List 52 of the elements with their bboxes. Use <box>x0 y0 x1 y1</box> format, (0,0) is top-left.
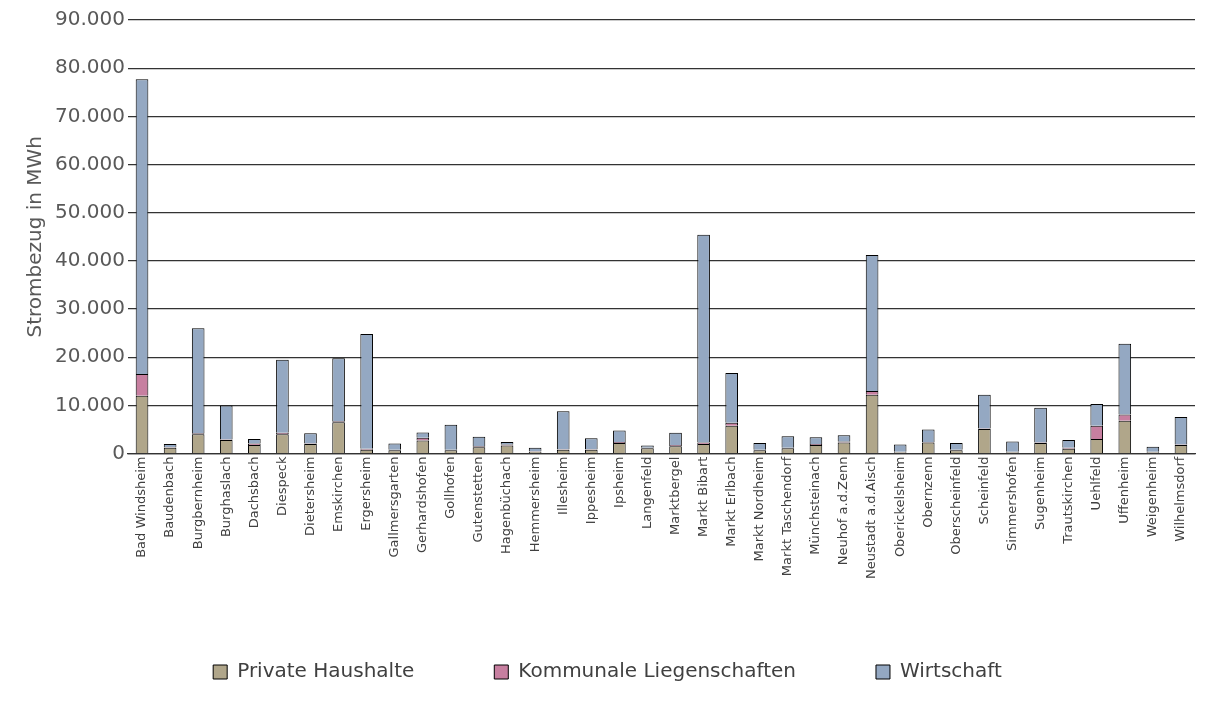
x-tick-label: Dachsbach <box>245 456 261 529</box>
x-tick-label: Marktbergel <box>666 456 682 535</box>
x-tick-label: Markt Erlbach <box>723 456 739 547</box>
x-tick-label: Scheinfeld <box>975 456 991 525</box>
x-tick-label: Diespeck <box>273 456 289 516</box>
legend-label: Kommunale Liegenschaften <box>518 658 796 683</box>
x-tick-label: Gerhardshofen <box>414 456 430 554</box>
x-tick-label: Trautskirchen <box>1060 456 1076 545</box>
y-tick-label: 70.000 <box>55 102 125 127</box>
x-tick-label: Markt Taschendorf <box>779 456 795 577</box>
x-tick-label: Bad Windsheim <box>133 456 149 558</box>
x-tick-label: Markt Bibart <box>694 456 710 538</box>
x-tick-label: Obernzenn <box>919 456 935 528</box>
x-tick-label: Dietersheim <box>301 456 317 536</box>
x-tick-label: Simmershofen <box>1003 456 1019 551</box>
x-tick-label: Gollhofen <box>442 456 458 519</box>
y-axis-title: Strombezug in MWh <box>22 136 47 338</box>
x-tick-label: Baudenbach <box>161 456 177 538</box>
x-tick-label: Oberscheinfeld <box>947 456 963 555</box>
legend-label: Private Haushalte <box>237 658 415 683</box>
x-tick-label: Illesheim <box>554 456 570 515</box>
x-tick-label: Oberickelsheim <box>891 456 907 558</box>
x-tick-label: Burghaslach <box>217 456 233 538</box>
y-tick-label: 20.000 <box>55 343 125 368</box>
y-tick-label: 10.000 <box>55 391 125 416</box>
x-tick-label: Sugenheim <box>1031 456 1047 531</box>
y-tick-label: 60.000 <box>55 150 125 175</box>
x-tick-label: Neuhof a.d.Zenn <box>835 456 851 566</box>
x-tick-label: Wilhelmsdorf <box>1172 456 1188 542</box>
x-tick-label: Ipsheim <box>610 456 626 508</box>
x-tick-label: Burgbernheim <box>189 456 205 550</box>
x-tick-label: Münchsteinach <box>807 456 823 555</box>
x-tick-label: Gallmersgarten <box>386 456 402 558</box>
y-tick-label: 30.000 <box>55 295 125 320</box>
x-tick-label: Ippesheim <box>582 456 598 525</box>
y-tick-label: 50.000 <box>55 198 125 223</box>
x-tick-label: Markt Nordheim <box>751 456 767 562</box>
legend-label: Wirtschaft <box>899 658 1002 683</box>
x-tick-label: Gutenstetten <box>470 456 486 543</box>
x-tick-label: Weigenheim <box>1144 456 1160 538</box>
x-tick-label: Emskirchen <box>329 456 345 533</box>
y-tick-label: 0 <box>112 439 125 464</box>
x-tick-label: Ergersheim <box>358 456 374 531</box>
x-tick-label: Hemmersheim <box>526 456 542 553</box>
x-tick-label: Langenfeld <box>638 456 654 529</box>
x-tick-label: Neustadt a.d.Aisch <box>863 456 879 580</box>
x-tick-label: Hagenbüchach <box>498 456 514 555</box>
y-tick-label: 40.000 <box>55 247 125 272</box>
y-tick-label: 90.000 <box>55 6 125 31</box>
x-tick-label: Uffenheim <box>1116 456 1132 524</box>
y-tick-label: 80.000 <box>55 54 125 79</box>
x-tick-label: Uehlfeld <box>1088 456 1104 511</box>
